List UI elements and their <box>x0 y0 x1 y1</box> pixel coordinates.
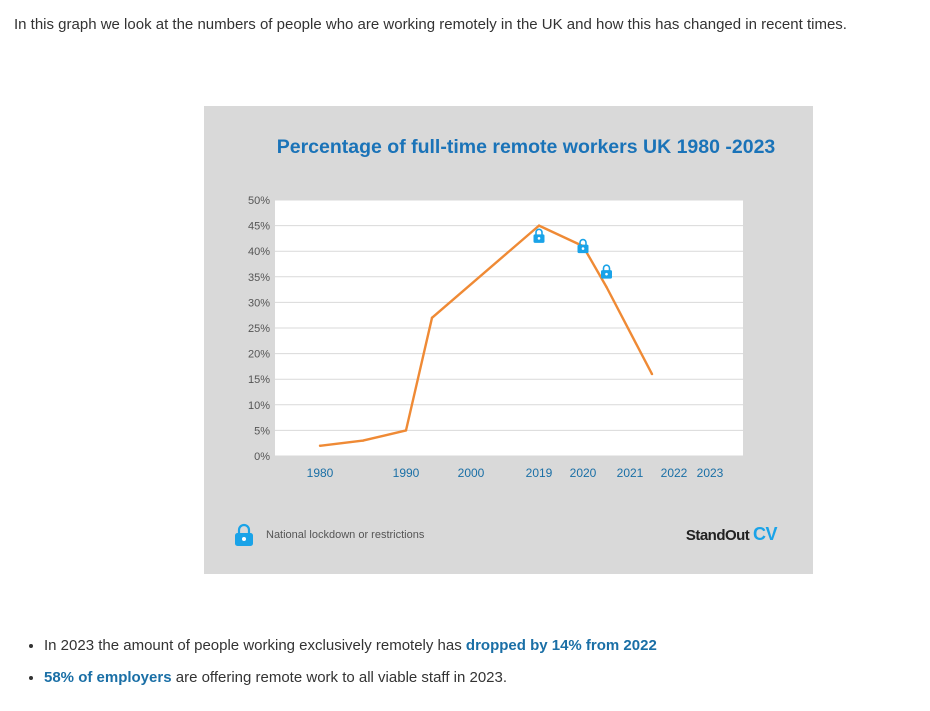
bullet-item: In 2023 the amount of people working exc… <box>44 637 657 655</box>
y-tick-label: 15% <box>248 374 270 386</box>
y-tick-label: 25% <box>248 323 270 335</box>
bullet-list: In 2023 the amount of people working exc… <box>22 637 657 701</box>
y-tick-label: 50% <box>248 195 270 207</box>
data-point <box>605 285 608 289</box>
data-point <box>404 429 408 432</box>
bullet-item: 58% of employers are offering remote wor… <box>44 669 657 687</box>
lock-icon <box>577 238 589 254</box>
x-tick-label: 2000 <box>458 466 485 480</box>
y-tick-label: 0% <box>254 451 270 463</box>
x-tick-label: 1980 <box>307 466 334 480</box>
y-tick-label: 10% <box>248 400 270 412</box>
data-point <box>537 224 541 227</box>
bullet-highlight: 58% of employers <box>44 669 172 686</box>
lock-icon <box>533 228 545 243</box>
intro-text: In this graph we look at the numbers of … <box>14 16 847 33</box>
bullet-text-post: are offering remote work to all viable s… <box>171 669 508 686</box>
series-line <box>319 224 654 447</box>
y-tick-label: 45% <box>248 221 270 233</box>
brand-logo: StandOut CV <box>685 524 778 545</box>
line-chart: 0% 5% 10% 15% 20% 25% 30% 35% 40% 45% 50% 1980 1990 2… <box>248 195 743 480</box>
data-point <box>361 439 365 442</box>
lock-icon <box>235 523 253 546</box>
x-tick-label: 2020 <box>570 466 597 480</box>
data-point <box>318 444 322 447</box>
x-tick-label: 2019 <box>526 466 553 480</box>
chart-figure: 0% 5% 10% 15% 20% 25% 30% 35% 40% 45% 50% 1980 1990 2… <box>204 106 813 574</box>
chart-title: Percentage of full-time remote workers U… <box>276 136 776 158</box>
y-tick-label: 5% <box>254 425 270 437</box>
brand-standout: StandOut <box>685 527 750 544</box>
bullet-text-pre: In 2023 the amount of people working exc… <box>44 637 466 654</box>
data-point <box>650 372 654 376</box>
y-tick-label: 30% <box>248 297 270 309</box>
x-tick-label: 2021 <box>617 466 644 480</box>
lock-icon <box>601 264 612 279</box>
brand-cv: CV <box>752 524 778 544</box>
y-tick-label: 20% <box>248 349 270 361</box>
legend: National lockdown or restrictions <box>234 523 424 547</box>
legend-label: National lockdown or restrictions <box>266 529 425 541</box>
data-point <box>430 316 434 319</box>
y-tick-label: 40% <box>248 246 270 258</box>
x-tick-label: 2022 <box>661 466 688 480</box>
y-tick-label: 35% <box>248 272 270 284</box>
bullet-highlight: dropped by 14% from 2022 <box>465 637 657 654</box>
x-tick-label: 1990 <box>393 466 420 480</box>
x-tick-label: 2023 <box>697 466 724 480</box>
